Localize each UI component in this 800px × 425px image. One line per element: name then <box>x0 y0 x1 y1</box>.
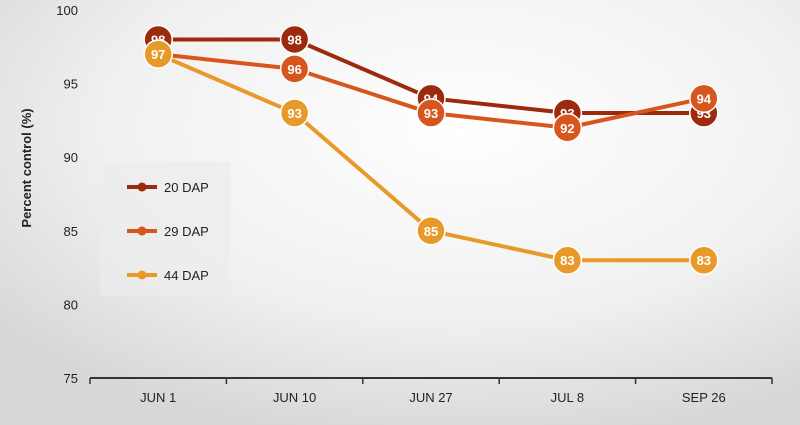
y-tick-label: 100 <box>56 3 78 18</box>
legend-box <box>100 162 230 296</box>
data-label: 93 <box>424 106 438 121</box>
data-point <box>416 98 446 128</box>
data-label: 97 <box>151 47 165 62</box>
y-tick-label: 85 <box>64 224 78 239</box>
data-label: 96 <box>287 62 301 77</box>
y-axis-label: Percent control (%) <box>19 108 34 227</box>
data-label: 85 <box>424 224 438 239</box>
legend-marker <box>137 226 147 236</box>
x-tick-label: JUL 8 <box>551 390 584 405</box>
data-label: 92 <box>560 121 574 136</box>
data-label: 83 <box>697 253 711 268</box>
y-tick-label: 80 <box>64 297 78 312</box>
data-label: 94 <box>697 91 712 106</box>
x-tick-label: JUN 10 <box>273 390 316 405</box>
data-point <box>143 39 173 69</box>
legend-marker <box>137 182 147 192</box>
data-point <box>689 245 719 275</box>
data-point <box>552 113 583 143</box>
x-tick-label: SEP 26 <box>682 390 726 405</box>
data-label: 93 <box>287 106 301 121</box>
legend-label: 44 DAP <box>164 268 209 283</box>
x-tick-label: JUN 1 <box>140 390 176 405</box>
legend-label: 20 DAP <box>164 180 209 195</box>
data-point <box>416 216 446 246</box>
data-point <box>279 54 310 84</box>
x-tick-label: JUN 27 <box>409 390 452 405</box>
data-point <box>279 98 310 128</box>
y-tick-label: 95 <box>64 77 78 92</box>
legend-marker <box>137 270 147 280</box>
data-point <box>279 24 310 55</box>
data-label: 83 <box>560 253 574 268</box>
data-point <box>689 83 719 114</box>
data-point <box>552 245 583 275</box>
legend-label: 29 DAP <box>164 224 209 239</box>
y-tick-label: 75 <box>64 371 78 386</box>
data-label: 98 <box>287 32 301 47</box>
y-tick-label: 90 <box>64 150 78 165</box>
